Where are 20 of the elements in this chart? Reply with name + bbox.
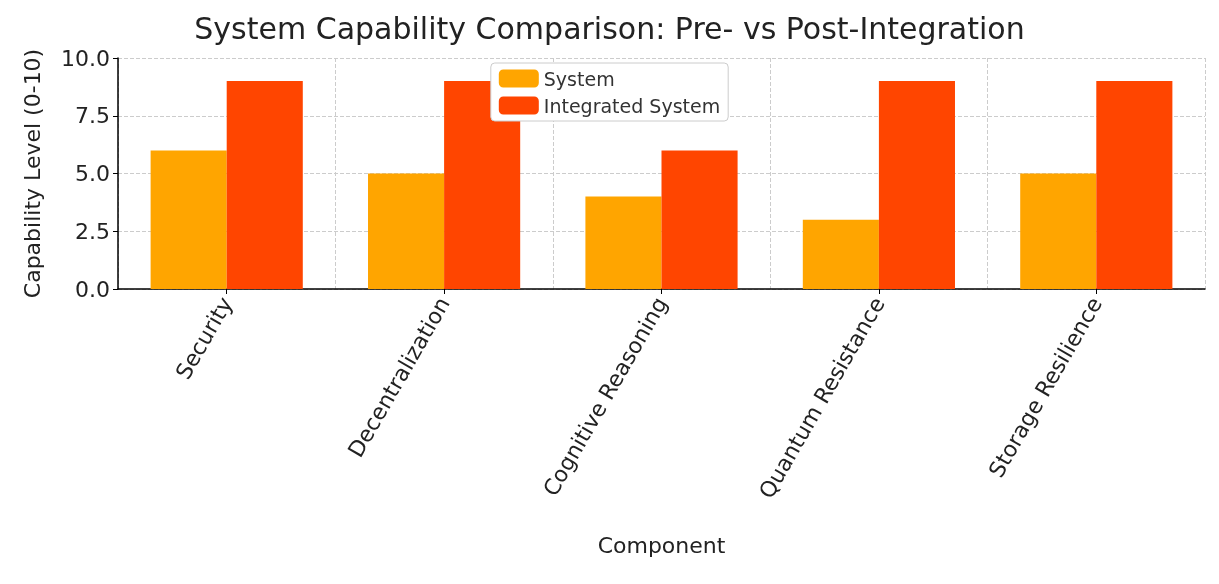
y-axis-title: Capability Level (0-10) [19, 48, 45, 299]
y-tick-label: 7.5 [75, 103, 110, 129]
chart-title: System Capability Comparison: Pre- vs Post-Integration [194, 10, 1025, 46]
legend-label: Integrated System [543, 94, 721, 117]
bar [226, 81, 303, 289]
bar [585, 196, 662, 289]
y-tick-label: 5.0 [75, 161, 110, 186]
bar [1096, 81, 1173, 289]
bar [150, 150, 227, 289]
y-tick-label: 10.0 [61, 45, 110, 71]
bar [368, 173, 445, 289]
bar [802, 219, 879, 289]
bar [444, 81, 521, 289]
y-tick-label: 2.5 [75, 218, 110, 244]
bar [661, 150, 738, 289]
bar [878, 81, 955, 289]
legend-label: System [543, 67, 615, 90]
bar [1020, 173, 1097, 289]
y-tick-label: 0.0 [75, 276, 110, 302]
x-axis-title: Component [597, 532, 726, 558]
